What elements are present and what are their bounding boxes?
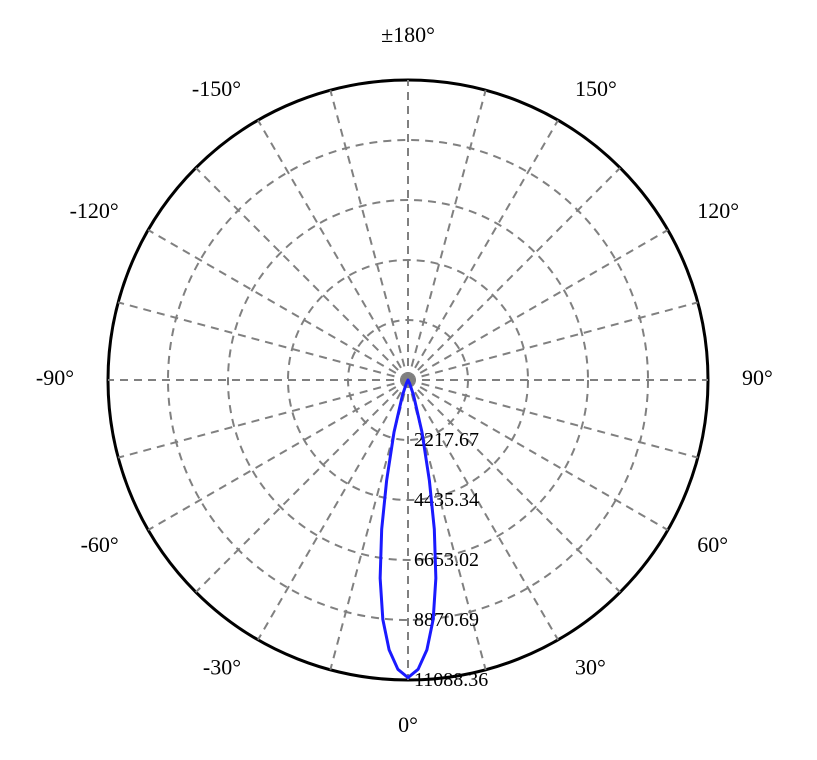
grid-spoke bbox=[408, 90, 486, 380]
grid-spoke bbox=[148, 230, 408, 380]
grid-spoke bbox=[408, 168, 620, 380]
angle-label: -120° bbox=[70, 198, 119, 223]
angle-label: ±180° bbox=[381, 22, 435, 47]
radial-label: 4435.34 bbox=[414, 489, 479, 511]
radial-label: 11088.36 bbox=[414, 669, 488, 691]
polar-chart: 0° 30° 60° 90° 120° 150° ±180° -150° -120° -90° -6… bbox=[0, 0, 817, 760]
angle-label: -30° bbox=[203, 654, 241, 679]
grid-spoke bbox=[196, 380, 408, 592]
grid-spoke bbox=[118, 380, 408, 458]
angle-label: -90° bbox=[36, 365, 74, 390]
grid-spoke bbox=[408, 302, 698, 380]
angle-label: -60° bbox=[81, 532, 119, 557]
grid-spoke bbox=[258, 380, 408, 640]
grid-spoke bbox=[330, 90, 408, 380]
grid-spoke bbox=[196, 168, 408, 380]
radial-label: 6653.02 bbox=[414, 549, 479, 571]
radial-label: 8870.69 bbox=[414, 609, 479, 631]
grid-spoke bbox=[148, 380, 408, 530]
angle-label: 60° bbox=[697, 532, 728, 557]
angle-label: 120° bbox=[697, 198, 739, 223]
grid-spoke bbox=[408, 230, 668, 380]
angle-label: -150° bbox=[192, 76, 241, 101]
grid-spoke bbox=[118, 302, 408, 380]
angle-label: 150° bbox=[575, 76, 617, 101]
grid-spoke bbox=[258, 120, 408, 380]
angle-label: 30° bbox=[575, 654, 606, 679]
angle-label: 90° bbox=[742, 365, 773, 390]
angle-label: 0° bbox=[398, 712, 418, 737]
grid-spoke bbox=[408, 120, 558, 380]
